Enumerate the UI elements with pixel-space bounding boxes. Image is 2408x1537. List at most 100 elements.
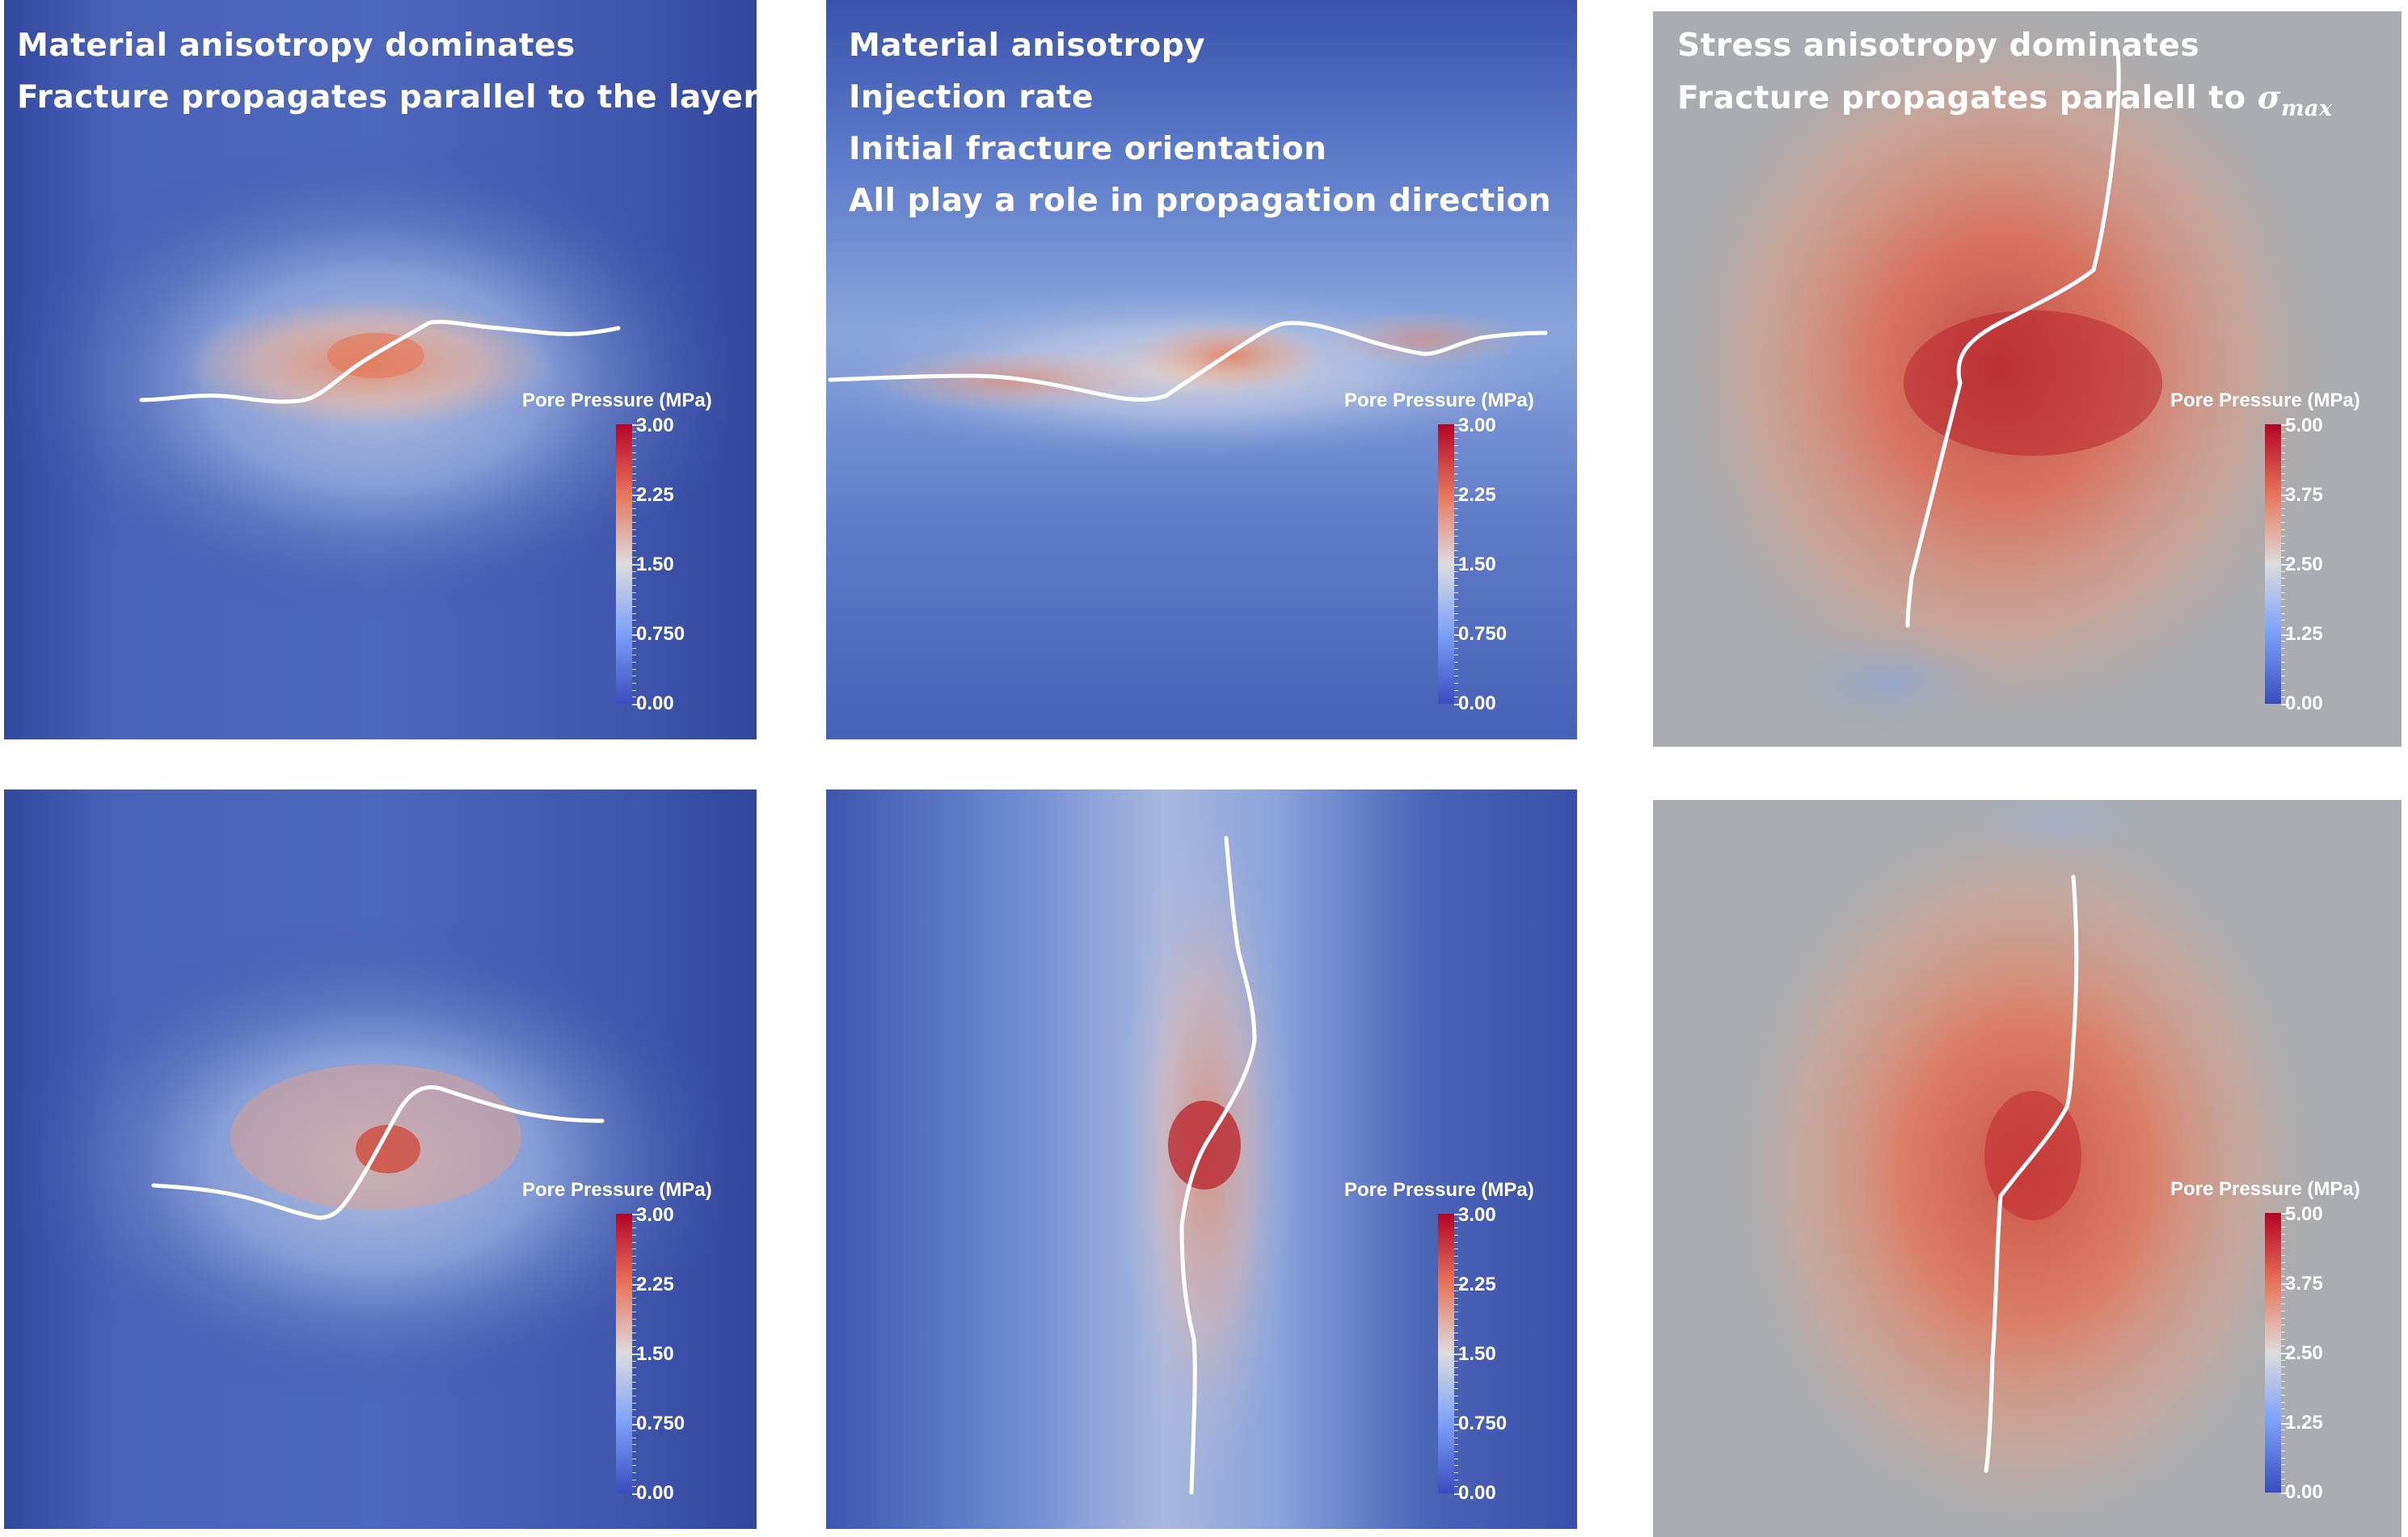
panel-bottom-middle-vertical-fracture: Pore Pressure (MPa) 3.00 2.25 1.50 0.750… [826,790,1577,1529]
colorbar-minor-tick [2281,444,2285,446]
colorbar-tick-q3: 2.25 [636,484,674,506]
colorbar-minor-tick [1454,592,1458,593]
colorbar-minor-tick [2281,641,2285,642]
colorbar-minor-tick [2281,1338,2285,1340]
colorbar-minor-tick [632,515,636,516]
colorbar-minor-tick [1454,1423,1462,1425]
colorbar-minor-tick [1454,1360,1458,1362]
colorbar-minor-tick [1454,1339,1458,1341]
colorbar-minor-tick [1454,1465,1458,1467]
colorbar-minor-tick [2281,480,2285,482]
colorbar-minor-tick [2281,528,2285,530]
colorbar-minor-tick [632,1444,636,1446]
colorbar [616,424,632,704]
colorbar-minor-tick [632,522,636,524]
colorbar-minor-tick [1454,1234,1458,1236]
colorbar-minor-tick [2281,620,2285,621]
colorbar [616,1214,632,1493]
colorbar-minor-tick [2281,543,2285,545]
colorbar-minor-tick [2281,613,2285,614]
colorbar-minor-tick [2281,501,2285,503]
colorbar-title: Pore Pressure (MPa) [522,390,712,411]
colorbar-minor-tick [632,1465,636,1467]
colorbar-minor-tick [632,1325,636,1327]
colorbar-tick-min: 0.00 [636,1482,674,1504]
colorbar-minor-tick [1454,515,1458,516]
colorbar-minor-tick [632,1381,636,1383]
colorbar-minor-tick [632,592,636,593]
colorbar-minor-tick [632,1283,640,1286]
colorbar-minor-tick [2281,1436,2285,1438]
colorbar-minor-tick [2281,1394,2285,1396]
colorbar-minor-tick [632,528,636,530]
colorbar-tick-q1: 0.750 [636,1413,685,1434]
colorbar-tick-max: 3.00 [1458,1204,1496,1226]
colorbar-tick-max: 5.00 [2285,1203,2323,1225]
colorbar [1438,1214,1454,1493]
colorbar-minor-tick [2281,1324,2285,1326]
colorbar-minor-tick [1454,689,1458,691]
colorbar-tick-mid: 1.50 [1458,554,1496,575]
colorbar-minor-tick [1454,438,1458,440]
colorbar-minor-tick [2281,1353,2289,1354]
colorbar-minor-tick [632,620,636,621]
colorbar-minor-tick [2281,550,2285,551]
colorbar-minor-tick [632,1318,636,1320]
colorbar-minor-tick [1454,1444,1458,1446]
colorbar-minor-tick [632,571,636,572]
colorbar-tick-mid: 1.50 [1458,1343,1496,1365]
colorbar-minor-tick [632,501,636,503]
colorbar-minor-tick [2281,1332,2285,1333]
colorbar-title: Pore Pressure (MPa) [1344,390,1534,411]
colorbar-minor-tick [1454,557,1458,558]
colorbar-minor-tick [632,1451,636,1453]
colorbar-tick-min: 0.00 [2285,693,2323,714]
colorbar-minor-tick [632,424,640,426]
colorbar-tick-max: 5.00 [2285,415,2323,436]
colorbar-minor-tick [632,564,640,566]
colorbar-minor-tick [1454,683,1458,684]
colorbar-tick-q1: 1.25 [2285,1412,2323,1434]
colorbar-minor-tick [632,543,636,545]
colorbar-minor-tick [632,613,636,614]
colorbar-minor-tick [2281,459,2285,461]
colorbar-minor-tick [632,605,636,607]
colorbar-minor-tick [2281,1248,2285,1249]
colorbar-minor-tick [632,1339,636,1341]
colorbar-minor-tick [632,626,636,628]
colorbar-minor-tick [632,1276,636,1278]
colorbar-minor-tick [632,704,640,705]
colorbar-tick-min: 0.00 [636,693,674,714]
colorbar-minor-tick [2281,1345,2285,1347]
colorbar-minor-tick [1454,578,1458,579]
colorbar-minor-tick [632,1214,640,1215]
colorbar-minor-tick [2281,647,2285,649]
colorbar-minor-tick [2281,704,2289,705]
colorbar-minor-tick [2281,1422,2289,1425]
colorbar-tick-max: 3.00 [1458,415,1496,436]
colorbar-minor-tick [2281,634,2289,636]
colorbar-minor-tick [632,1409,636,1411]
colorbar-minor-tick [2281,1290,2285,1291]
colorbar-minor-tick [2281,1415,2285,1417]
colorbar-minor-tick [2281,1373,2285,1375]
colorbar-minor-tick [1454,1262,1458,1264]
fracture-path [1984,874,2079,1473]
panel-bottom-left-material-anisotropy: Pore Pressure (MPa) 3.00 2.25 1.50 0.750… [4,790,757,1529]
colorbar-minor-tick [632,641,636,642]
colorbar-minor-tick [632,459,636,461]
colorbar-tick-max: 3.00 [636,1204,674,1226]
colorbar-minor-tick [2281,1485,2285,1487]
colorbar-minor-tick [2281,522,2285,524]
colorbar-minor-tick [1454,1409,1458,1411]
colorbar-minor-tick [632,662,636,663]
colorbar-minor-tick [2281,1359,2285,1361]
panel-top-left-material-anisotropy: Material anisotropy dominates Fracture p… [4,0,757,739]
colorbar-tick-q3: 3.75 [2285,484,2323,506]
colorbar-minor-tick [632,507,636,509]
panel-bottom-right-stress-anisotropy: Pore Pressure (MPa) 5.00 3.75 2.50 1.25 … [1653,800,2402,1537]
colorbar-minor-tick [1454,536,1458,537]
colorbar-minor-tick [1454,620,1458,621]
colorbar-minor-tick [1454,459,1458,461]
colorbar-minor-tick [2281,1493,2289,1494]
